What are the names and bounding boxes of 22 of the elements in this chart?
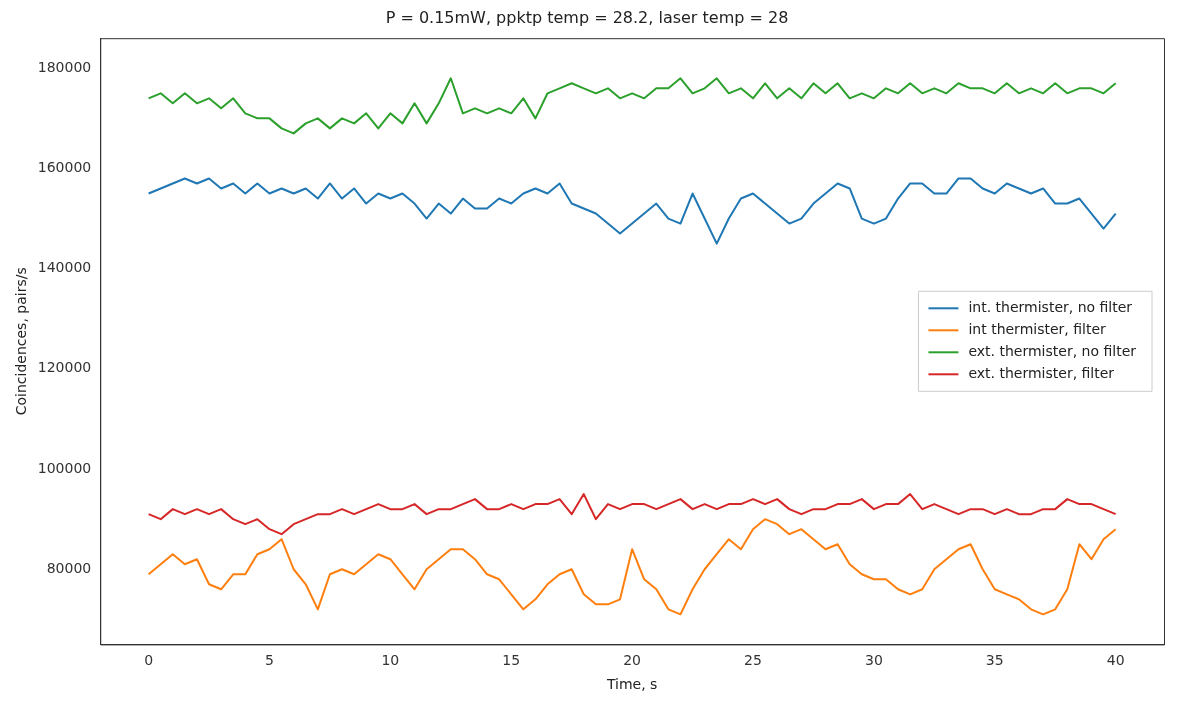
legend-label: int thermister, filter [968, 320, 1107, 337]
x-tick-label: 25 [744, 652, 762, 669]
x-axis-title: Time, s [605, 676, 658, 693]
y-tick-label: 100000 [37, 459, 92, 476]
legend-label: ext. thermister, no filter [968, 342, 1137, 359]
x-tick-label: 5 [265, 652, 274, 669]
x-tick-label: 35 [985, 652, 1004, 669]
x-tick-label: 15 [502, 652, 521, 669]
y-tick-label: 80000 [46, 559, 92, 576]
legend-label: int. thermister, no filter [968, 298, 1133, 315]
x-tick-label: 30 [864, 652, 883, 669]
x-tick-label: 40 [1106, 652, 1125, 669]
y-tick-label: 120000 [37, 359, 92, 376]
y-tick-label: 180000 [37, 58, 92, 75]
y-tick-label: 160000 [37, 159, 92, 176]
legend-label: ext. thermister, filter [968, 364, 1115, 381]
x-tick-label: 20 [623, 652, 642, 669]
x-tick-label: 10 [381, 652, 400, 669]
y-tick-label: 140000 [37, 259, 92, 276]
x-tick-label: 0 [144, 652, 154, 669]
chart-title: P = 0.15mW, ppktp temp = 28.2, laser temp = 28 [385, 7, 789, 27]
y-axis-title: Coincidences, pairs/s [13, 267, 30, 416]
